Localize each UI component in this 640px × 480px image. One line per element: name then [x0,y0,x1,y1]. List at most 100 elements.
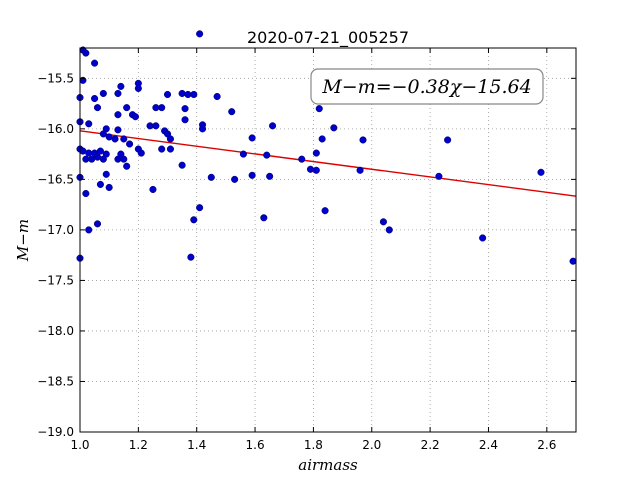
data-point [134,84,142,92]
y-axis-label: M−m [14,219,32,262]
y-tick-label: −16.5 [37,172,74,186]
data-point [96,180,104,188]
y-tick-label: −17.5 [37,273,74,287]
equation-box: M−m=−0.38χ−15.64 [310,68,544,105]
equation-box-frame [310,68,544,105]
x-tick-labels: 1.0 1.2 1.4 1.6 1.8 2.0 2.2 2.4 2.6 [70,438,556,452]
x-tick-label: 2.6 [537,438,556,452]
data-point [114,111,122,119]
data-point [196,30,204,38]
data-point [85,120,93,128]
data-point [163,90,172,99]
data-point [178,89,186,98]
fit-line-group [79,130,577,197]
data-point [321,207,329,215]
data-point [198,125,207,133]
x-tick-label: 1.0 [70,438,89,452]
data-point [85,226,93,234]
data-point [131,113,139,121]
data-point [149,185,157,194]
data-point [91,94,99,103]
chart-title: 2020-07-21_005257 [247,28,409,48]
plot-frame [79,47,577,433]
data-point [444,136,452,144]
x-tick-label: 2.2 [421,438,440,452]
x-tick-label: 1.8 [304,438,323,452]
x-axis-label: airmass [298,456,358,474]
data-point [123,162,131,170]
data-point [99,155,107,163]
data-point [158,104,166,112]
data-point [99,130,107,138]
data-point [181,105,189,113]
data-point [93,220,102,228]
data-point [359,136,367,144]
data-point [318,135,326,143]
y-tick-label: −18.0 [37,324,74,338]
y-tick-label: −15.5 [37,71,74,85]
data-point [123,104,131,112]
data-point [306,165,315,173]
data-point [114,89,122,98]
data-point [312,149,320,157]
data-point [196,204,204,212]
data-points [76,30,577,265]
data-point [82,189,90,198]
data-point [435,172,443,180]
fit-line [79,130,577,197]
data-point [298,155,306,163]
data-point [356,166,364,174]
data-point [166,135,174,143]
x-tick-label: 2.0 [362,438,381,452]
data-point [260,214,268,222]
data-point [190,216,198,224]
data-point [158,145,166,153]
data-point [82,49,90,57]
fit-equation: M−m=−0.38χ−15.64 [321,76,531,98]
data-point [537,168,545,176]
data-point [96,147,104,155]
data-point [263,151,271,159]
axis-ticks [79,48,576,433]
data-point [187,253,195,261]
data-point [105,183,113,192]
data-point [126,140,134,148]
data-point [93,104,102,112]
data-point [102,170,110,178]
data-point [181,116,189,124]
data-point [91,59,99,67]
data-point [166,145,174,153]
data-point [152,122,160,130]
y-tick-label: −16.0 [37,122,74,136]
data-point [120,135,128,143]
data-point [239,150,247,158]
data-point [207,173,215,181]
y-tick-label: −19.0 [37,425,74,439]
data-point [178,161,186,169]
data-point [111,135,119,143]
data-point [248,134,256,142]
data-point [385,226,393,234]
data-point [82,155,90,163]
data-point [213,92,221,101]
data-point [190,90,198,99]
data-point [266,172,274,180]
data-point [120,155,128,163]
data-point [137,149,145,157]
y-tick-labels: −15.5 −16.0 −16.5 −17.0 −17.5 −18.0 −18.5 −19.0 [37,71,74,439]
data-point [330,124,338,132]
data-point [269,122,277,130]
data-point [228,108,236,116]
data-point [117,82,125,90]
x-tick-label: 1.2 [129,438,148,452]
data-point [569,257,577,265]
data-point [114,126,122,134]
x-tick-label: 1.6 [246,438,265,452]
y-tick-label: −17.0 [37,223,74,237]
data-point [315,105,323,113]
data-point [312,166,320,174]
data-point [379,218,387,226]
y-tick-label: −18.5 [37,374,74,388]
x-tick-label: 1.4 [187,438,206,452]
